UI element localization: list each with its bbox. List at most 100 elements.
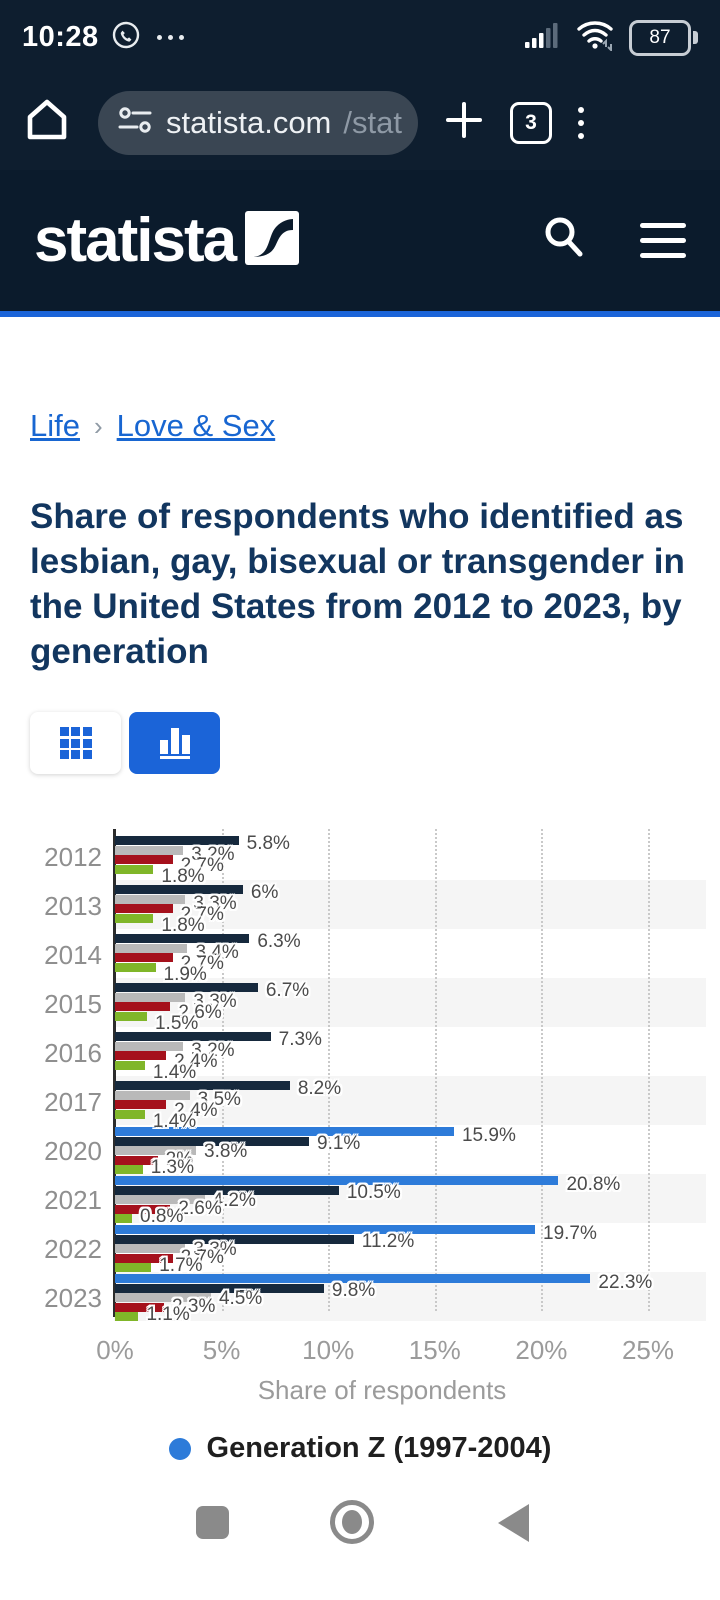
data-bar [115,1136,309,1146]
table-grid-icon [59,727,92,759]
x-axis-title: Share of respondents [257,1375,507,1405]
url-path: /stat [343,104,402,140]
data-bar [115,1302,165,1312]
bar-value-label: 1.4% [152,1062,197,1083]
bar-value-label: 2.7% [180,855,224,876]
bar-value-label: 6.7% [265,980,310,1001]
bar-value-label: 3.4% [195,942,239,963]
data-bar [115,1214,133,1223]
bar-chart-icon [159,727,190,759]
data-bar [115,1234,354,1244]
gridline [434,829,437,1311]
viber-notification-icon [111,20,141,55]
data-bar [115,1041,184,1051]
bar-value-label: 7.3% [278,1029,322,1050]
bar-value-label: 4.5% [218,1288,263,1309]
url-host: statista.com [166,104,332,140]
statista-logo-mark-icon [245,211,300,270]
year-label: 2012 [44,842,102,872]
bar-value-label: 3.2% [191,844,235,865]
data-bar [115,983,258,992]
data-bar [115,1293,211,1302]
chart-view-button[interactable] [129,712,220,774]
recents-button[interactable] [196,1506,229,1539]
data-bar [115,913,154,923]
x-axis-tick-label: 15% [408,1335,461,1365]
data-bar [115,864,154,874]
data-bar [115,1185,339,1195]
bar-value-label: 1.9% [163,964,207,985]
year-label: 2014 [44,940,102,970]
data-bar [115,1176,559,1185]
battery-icon: 87 [629,19,698,56]
bar-value-label: 1.4% [152,1111,197,1132]
browser-toolbar: statista.com/stat 3 [0,75,720,170]
data-bar [115,904,173,913]
url-bar[interactable]: statista.com/stat [98,90,418,155]
data-bar [115,1032,271,1041]
bar-value-label: 11.2% [361,1231,415,1252]
bar-value-label: 3.3% [193,991,237,1012]
breadcrumb-link-love-sex[interactable]: Love & Sex [116,408,276,443]
data-bar [115,1146,197,1155]
new-tab-button[interactable] [444,100,484,145]
table-view-button[interactable] [30,712,121,774]
gridline [541,829,544,1311]
year-label: 2017 [44,1087,102,1117]
bar-value-label: 20.8% [566,1174,621,1195]
legend-dot-generation-z [168,1437,191,1460]
data-bar [115,1225,535,1234]
battery-level: 87 [629,19,691,56]
data-bar [115,855,173,864]
data-bar [115,1100,167,1109]
bar-value-label: 1.8% [161,866,205,887]
search-button[interactable] [538,212,590,269]
bar-value-label: 15.9% [461,1125,516,1146]
bar-value-label: 19.7% [543,1223,597,1244]
data-bar [115,885,243,894]
data-bar [115,992,186,1002]
android-navigation-bar [0,1488,720,1566]
data-bar [115,1283,324,1293]
browser-chrome: 10:28 87 [0,0,720,170]
year-label: 2020 [44,1136,102,1166]
statista-logo[interactable]: statista [34,205,300,276]
bar-value-label: 2.6% [178,1002,222,1023]
x-axis-tick-label: 10% [302,1335,355,1365]
data-bar [115,1155,158,1165]
bar-value-label: 3.2% [191,1040,235,1061]
clock: 10:28 [22,21,99,53]
data-bar [115,953,173,962]
page-title: Share of respondents who identified as l… [30,497,685,671]
home-nav-button[interactable] [330,1500,374,1544]
bar-value-label: 3.3% [193,893,237,914]
browser-menu-button[interactable] [578,106,584,139]
bar-value-label: 1.1% [146,1304,190,1325]
data-bar [115,1011,147,1021]
bar-value-label: 2.7% [180,1247,224,1268]
bar-value-label: 2.4% [174,1100,218,1121]
bar-value-label: 2.7% [180,904,224,925]
data-bar [115,1165,143,1174]
data-bar [115,845,184,855]
data-bar [115,894,186,904]
bar-value-label: 10.5% [346,1182,401,1203]
home-button[interactable] [22,95,72,150]
legend-label: Generation Z (1997-2004) [206,1432,552,1464]
bar-value-label: 2.7% [180,953,224,974]
x-axis-tick-label: 5% [202,1335,241,1365]
site-settings-icon[interactable] [118,105,154,140]
data-bar [115,836,239,845]
bar-value-label: 1.8% [161,915,205,936]
tab-switcher-button[interactable]: 3 [510,101,552,144]
bar-value-label: 9.1% [317,1133,361,1154]
chart-legend: Generation Z (1997-2004) [0,1432,720,1465]
back-button[interactable] [498,1504,529,1542]
signal-icon [523,20,561,55]
data-bar [115,1253,173,1263]
bar-value-label: 1.7% [159,1255,203,1276]
data-bar [115,1312,139,1321]
menu-button[interactable] [640,223,686,258]
breadcrumb-link-life[interactable]: Life [30,408,80,443]
data-bar [115,962,156,972]
